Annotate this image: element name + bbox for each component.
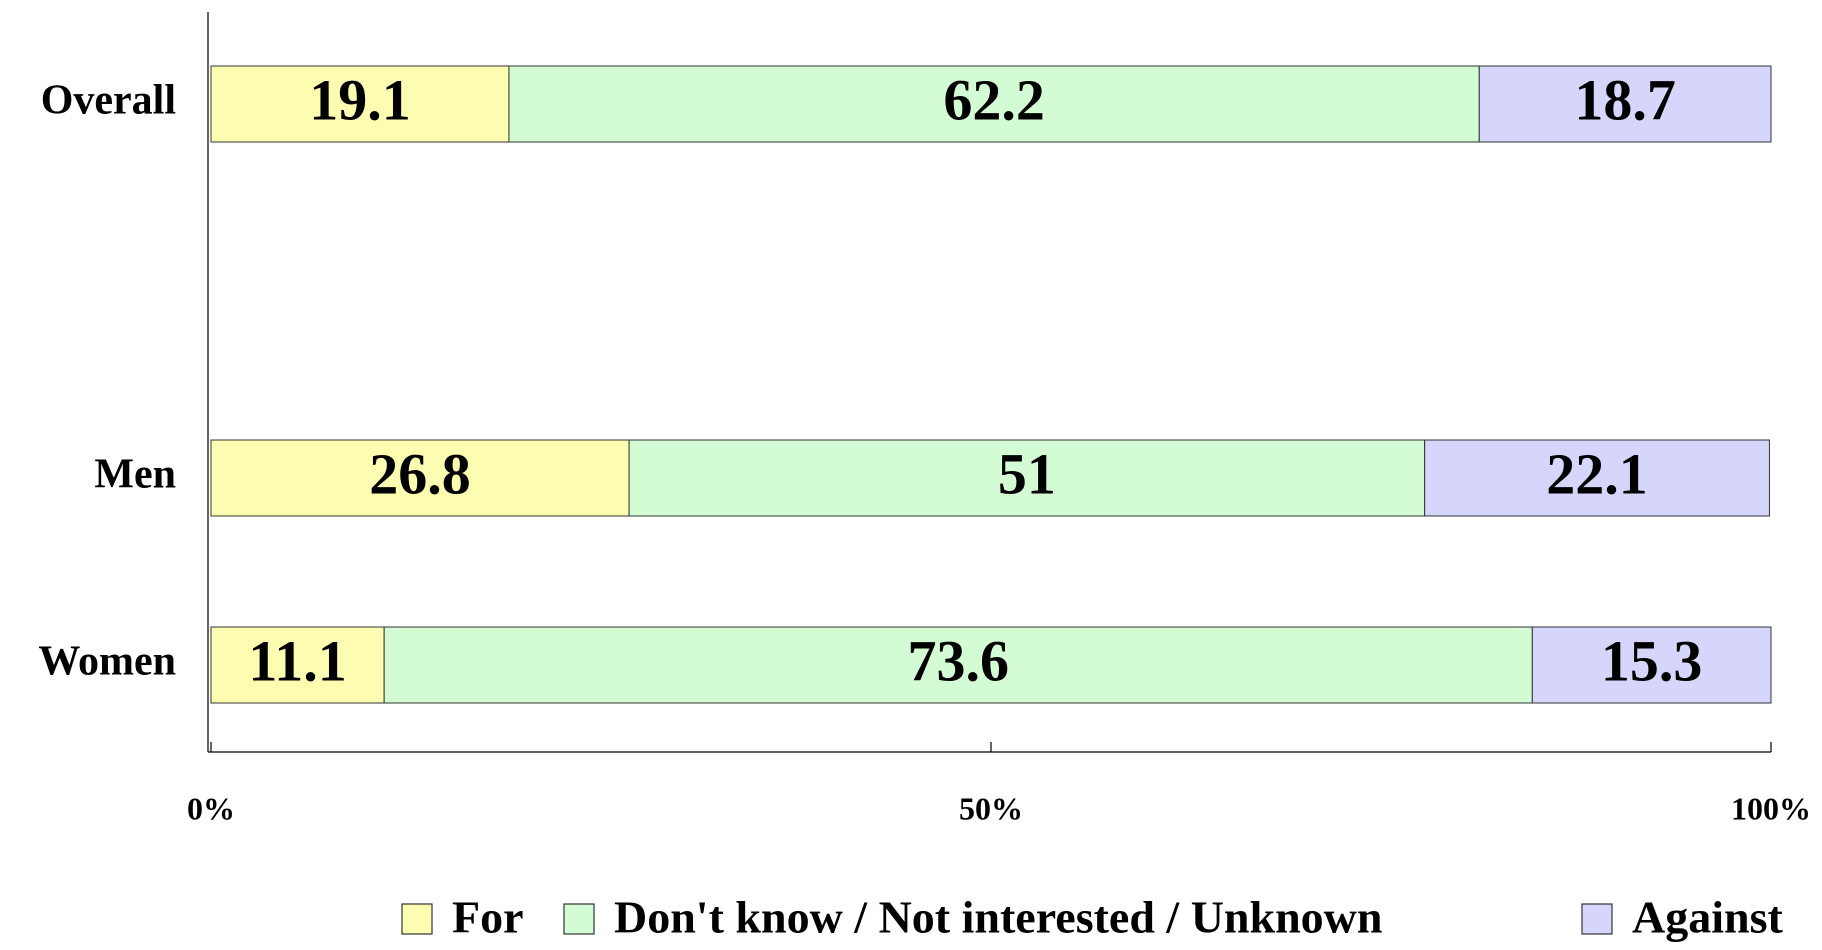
legend-label: Don't know / Not interested / Unknown	[614, 892, 1382, 943]
value-label: 73.6	[907, 628, 1009, 693]
category-label: Women	[38, 639, 176, 685]
legend-swatch	[402, 904, 432, 934]
x-tick-label: 0%	[187, 790, 235, 826]
category-label: Men	[94, 452, 176, 498]
category-label: Overall	[41, 78, 176, 124]
value-label: 26.8	[369, 441, 471, 506]
legend-swatch	[564, 904, 594, 934]
value-label: 15.3	[1601, 628, 1703, 693]
value-label: 19.1	[309, 67, 411, 132]
value-label: 62.2	[943, 67, 1045, 132]
legend-swatch	[1582, 904, 1612, 934]
x-tick-label: 50%	[959, 790, 1023, 826]
value-label: 11.1	[248, 628, 346, 693]
x-tick-label: 100%	[1731, 790, 1811, 826]
value-label: 51	[998, 441, 1056, 506]
value-label: 18.7	[1574, 67, 1676, 132]
legend-label: Against	[1632, 892, 1783, 943]
legend-label: For	[452, 892, 524, 943]
chart: 0% 50% 100% Overall 19.1 62.2 18.7 Men 26.8 51 22.…	[0, 0, 1822, 950]
value-label: 22.1	[1546, 441, 1648, 506]
